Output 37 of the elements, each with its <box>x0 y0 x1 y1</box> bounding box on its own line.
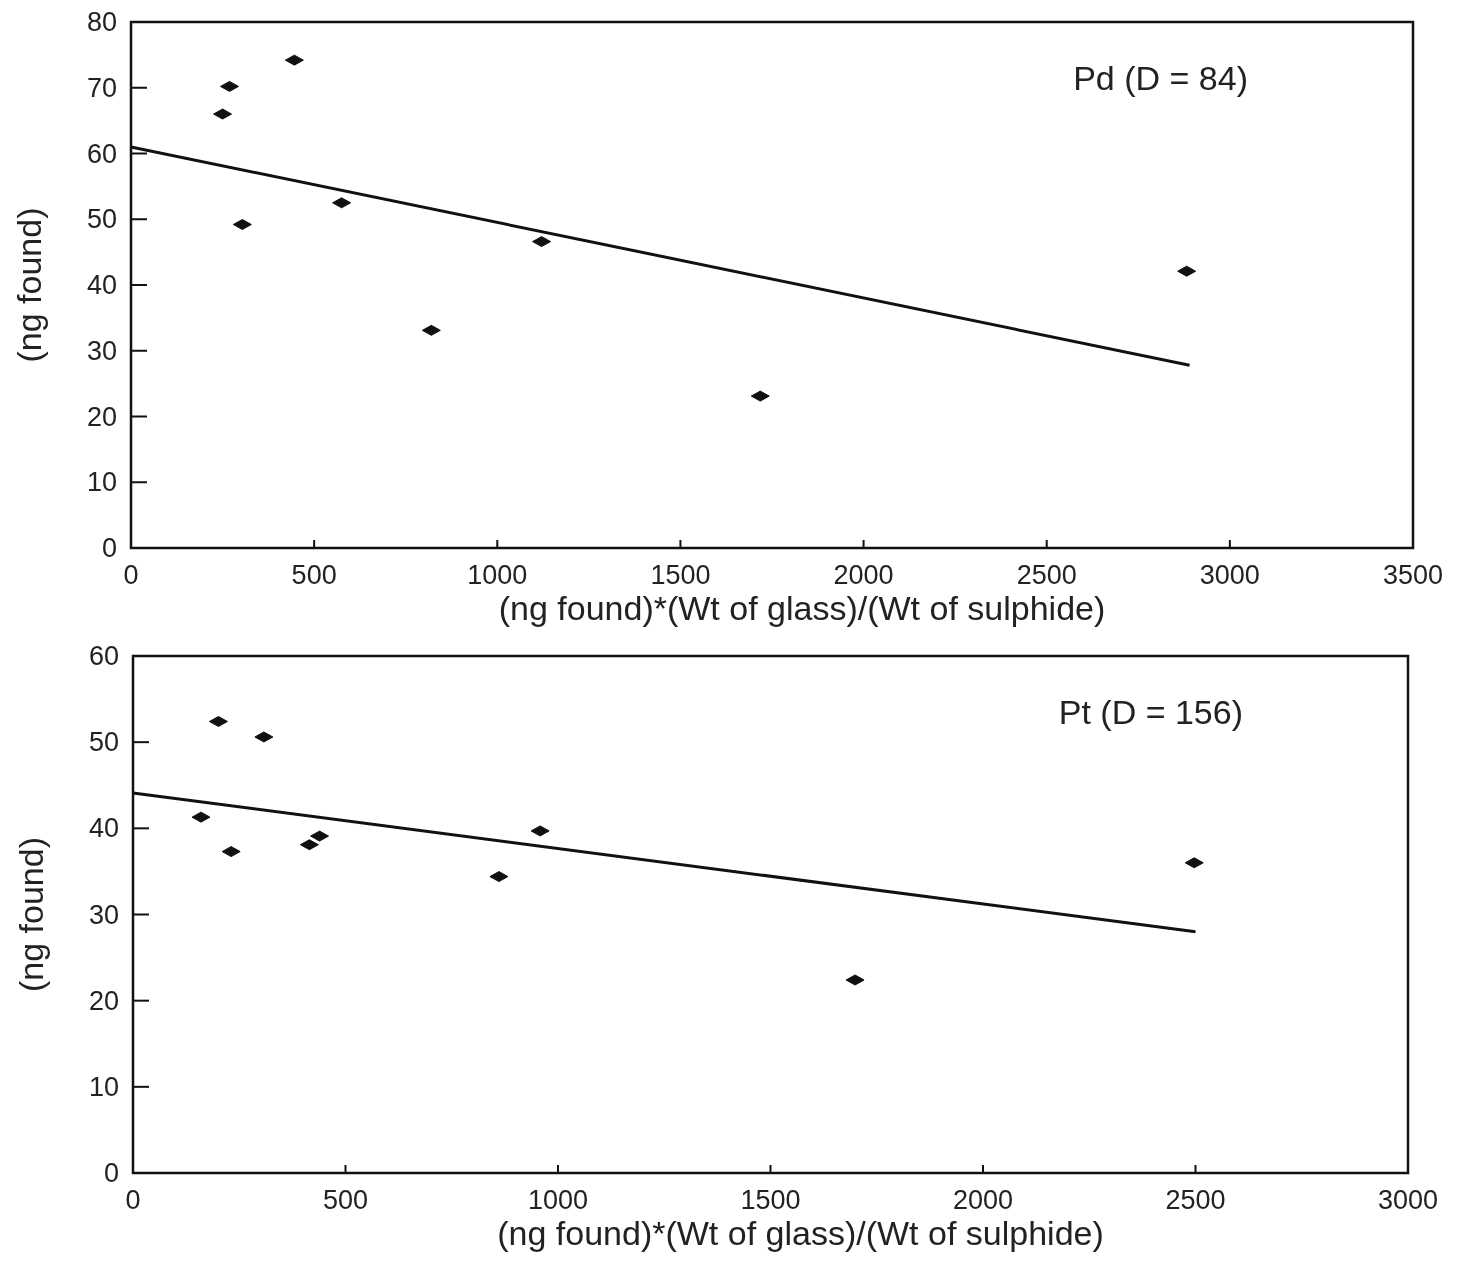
x-tick-label: 2500 <box>1016 560 1077 590</box>
y-tick-label: 40 <box>86 270 117 300</box>
annotation: Pt (D = 156) <box>1058 693 1243 731</box>
x-tick-label: 2000 <box>952 1185 1014 1215</box>
y-tick-label: 10 <box>86 467 117 498</box>
y-tick-label: 20 <box>88 985 119 1016</box>
x-axis-title: (ng found)*(Wt of glass)/(Wt of sulphide) <box>497 1214 1104 1252</box>
x-axis-title: (ng found)*(Wt of glass)/(Wt of sulphide) <box>498 589 1106 627</box>
x-tick-label: 1000 <box>527 1185 589 1215</box>
y-tick-label: 70 <box>86 72 117 103</box>
x-tick-label: 0 <box>125 1185 141 1215</box>
x-tick-label: 1500 <box>650 560 711 590</box>
x-tick-label: 500 <box>291 560 337 590</box>
y-tick-label: 60 <box>86 138 117 169</box>
x-tick-label: 0 <box>123 560 139 590</box>
x-tick-label: 500 <box>322 1185 369 1215</box>
y-tick-label: 50 <box>88 727 119 758</box>
y-tick-label: 0 <box>101 533 117 563</box>
y-tick-label: 10 <box>88 1071 119 1102</box>
x-tick-label: 2500 <box>1165 1185 1226 1215</box>
y-tick-label: 40 <box>88 813 119 844</box>
x-tick-label: 3000 <box>1199 560 1260 590</box>
y-tick-label: 80 <box>86 7 117 37</box>
y-tick-label: 0 <box>103 1158 119 1188</box>
y-tick-label: 60 <box>88 641 119 671</box>
annotation: Pd (D = 84) <box>1073 59 1248 97</box>
y-tick-label: 20 <box>86 401 117 432</box>
x-tick-label: 3000 <box>1377 1185 1439 1215</box>
x-tick-label: 3500 <box>1382 560 1444 590</box>
y-axis-title: (ng found) <box>10 207 48 363</box>
x-tick-label: 2000 <box>833 560 894 590</box>
y-tick-label: 50 <box>86 204 117 235</box>
y-tick-label: 30 <box>88 899 119 930</box>
y-tick-label: 30 <box>86 335 117 366</box>
x-tick-label: 1000 <box>467 560 528 590</box>
y-axis-title: (ng found) <box>12 837 50 992</box>
x-tick-label: 1500 <box>740 1185 801 1215</box>
